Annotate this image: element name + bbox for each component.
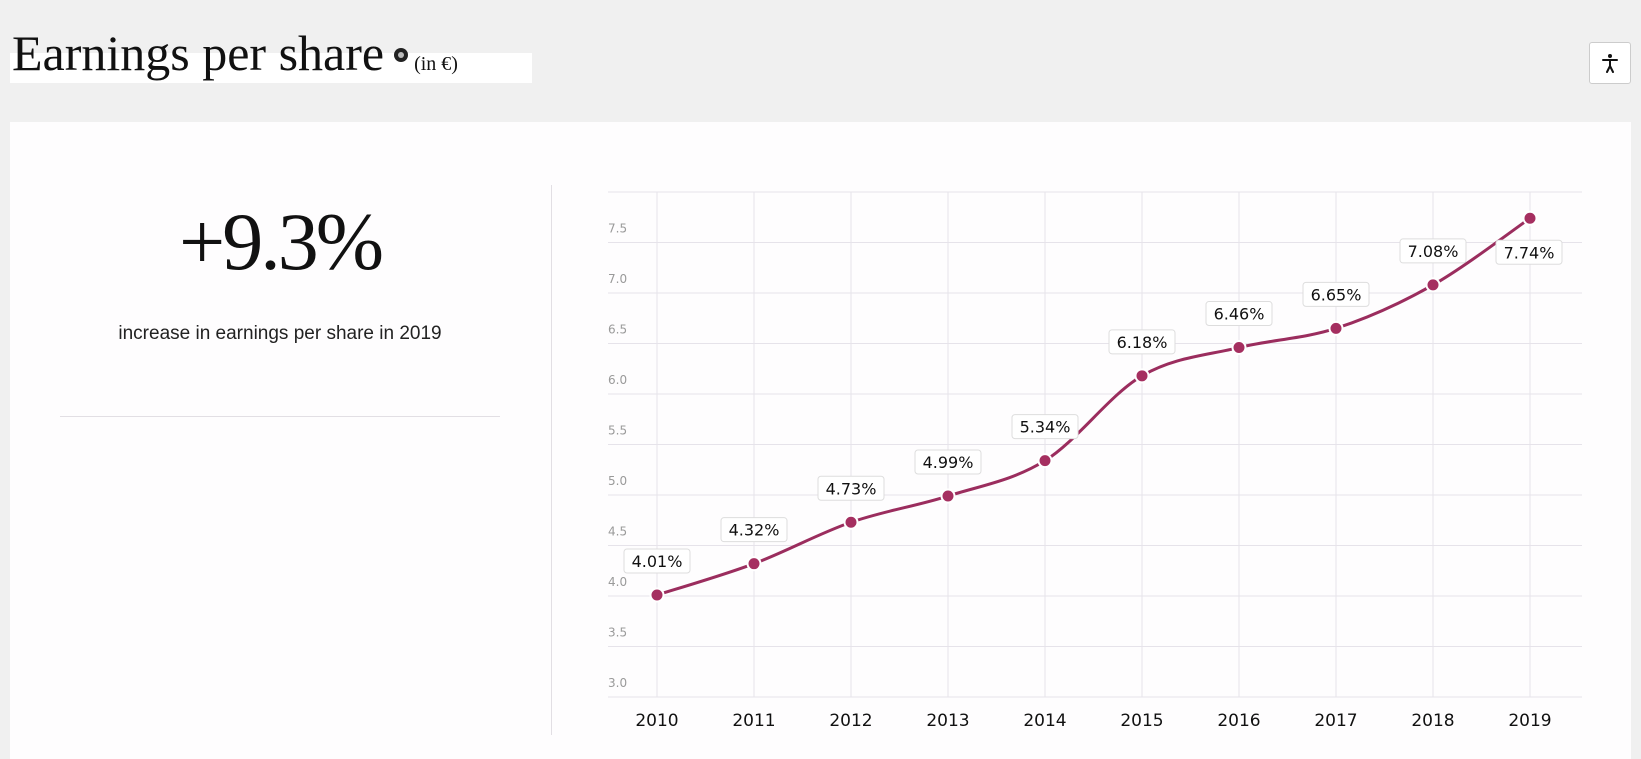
data-label-text: 6.18% — [1117, 333, 1168, 352]
y-tick-label: 7.5 — [608, 222, 627, 236]
y-tick-label: 4.0 — [608, 575, 627, 589]
title-block: Earnings per share (in €) — [10, 22, 532, 84]
y-tick-label: 3.5 — [608, 626, 627, 640]
data-label-box — [1495, 239, 1563, 265]
data-point — [940, 488, 956, 504]
data-label: 5.34% — [1011, 414, 1079, 440]
data-label: 4.32% — [720, 517, 788, 543]
y-tick-label: 7.0 — [608, 272, 627, 286]
data-point — [649, 587, 665, 603]
y-tick-label: 4.5 — [608, 525, 627, 539]
data-label-text: 7.08% — [1408, 242, 1459, 261]
data-label-text: 5.34% — [1020, 418, 1071, 437]
data-label: 4.73% — [817, 475, 885, 501]
data-label-text: 4.99% — [923, 453, 974, 472]
x-tick-label: 2015 — [1120, 711, 1163, 731]
data-label-text: 6.46% — [1214, 305, 1265, 324]
x-tick-label: 2016 — [1217, 711, 1260, 731]
x-tick-label: 2012 — [829, 711, 872, 731]
data-label-box — [1399, 238, 1467, 264]
data-label: 7.08% — [1399, 238, 1467, 264]
data-label: 6.18% — [1108, 329, 1176, 355]
data-point — [1134, 368, 1150, 384]
data-label-box — [817, 475, 885, 501]
data-point — [1425, 277, 1441, 293]
data-label: 4.99% — [914, 449, 982, 475]
y-tick-label: 6.5 — [608, 323, 627, 337]
data-point — [746, 556, 762, 572]
y-tick-label: 6.0 — [608, 373, 627, 387]
data-point — [1522, 210, 1538, 226]
y-tick-label: 5.0 — [608, 474, 627, 488]
data-label-box — [1108, 329, 1176, 355]
x-tick-label: 2014 — [1023, 711, 1066, 731]
data-label-box — [914, 449, 982, 475]
data-point — [1037, 453, 1053, 469]
data-label-text: 4.32% — [729, 521, 780, 540]
data-label-text: 4.01% — [632, 552, 683, 571]
kpi-label: increase in earnings per share in 2019 — [118, 323, 442, 344]
data-label: 6.65% — [1302, 281, 1370, 307]
info-dot-icon[interactable] — [394, 47, 409, 62]
data-label-text: 6.65% — [1311, 285, 1362, 304]
data-label: 4.01% — [623, 548, 691, 574]
title-highlight — [10, 53, 532, 83]
divider-horizontal — [60, 416, 500, 417]
data-label-box — [1302, 281, 1370, 307]
data-point — [1231, 340, 1247, 356]
data-label-box — [1205, 301, 1273, 327]
x-tick-label: 2018 — [1411, 711, 1454, 731]
divider-vertical — [551, 185, 552, 735]
y-tick-label: 3.0 — [608, 676, 627, 690]
data-label-box — [720, 517, 788, 543]
data-point — [1328, 320, 1344, 336]
data-label-box — [1011, 414, 1079, 440]
x-tick-label: 2019 — [1508, 711, 1551, 731]
y-tick-label: 5.5 — [608, 424, 627, 438]
data-label: 7.74% — [1495, 239, 1563, 265]
x-tick-label: 2017 — [1314, 711, 1357, 731]
kpi-value: +9.3% — [178, 196, 384, 287]
data-label: 6.46% — [1205, 301, 1273, 327]
unit-label: (in €) — [414, 53, 458, 75]
data-label-text: 4.73% — [826, 479, 877, 498]
chart-card — [10, 122, 1631, 759]
data-label-text: 7.74% — [1504, 243, 1555, 262]
page-title: Earnings per share (in €) — [12, 22, 458, 95]
title-text: Earnings per share — [12, 25, 385, 81]
x-tick-label: 2011 — [732, 711, 775, 731]
x-tick-label: 2013 — [926, 711, 969, 731]
data-point — [843, 514, 859, 530]
data-label-box — [623, 548, 691, 574]
series-line — [656, 217, 1531, 597]
accessibility-icon — [1602, 54, 1618, 73]
x-tick-label: 2010 — [635, 711, 678, 731]
accessibility-button[interactable] — [1589, 42, 1631, 84]
